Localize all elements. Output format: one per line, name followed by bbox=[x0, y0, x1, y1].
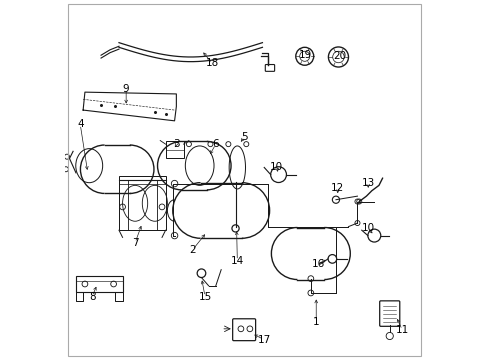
Ellipse shape bbox=[271, 228, 323, 279]
Text: 3: 3 bbox=[173, 139, 179, 149]
Text: 1: 1 bbox=[312, 317, 319, 327]
Bar bbox=[200, 183, 241, 238]
Bar bbox=[165, 140, 183, 158]
Text: 9: 9 bbox=[122, 84, 129, 94]
Bar bbox=[76, 276, 122, 292]
Ellipse shape bbox=[80, 145, 128, 193]
Text: 6: 6 bbox=[212, 139, 219, 149]
Text: 10: 10 bbox=[270, 162, 283, 172]
Text: 12: 12 bbox=[330, 183, 344, 193]
Text: 19: 19 bbox=[298, 50, 311, 60]
Text: 16: 16 bbox=[311, 258, 324, 269]
Text: 14: 14 bbox=[230, 256, 244, 266]
Ellipse shape bbox=[172, 183, 228, 238]
Text: 7: 7 bbox=[132, 238, 138, 248]
Text: 4: 4 bbox=[77, 120, 83, 129]
Text: 10: 10 bbox=[361, 224, 374, 233]
Ellipse shape bbox=[105, 145, 154, 193]
Bar bbox=[297, 228, 324, 279]
Bar bbox=[182, 141, 206, 190]
Text: 20: 20 bbox=[332, 51, 346, 61]
Bar bbox=[119, 176, 165, 230]
Text: 11: 11 bbox=[395, 325, 408, 335]
Text: 17: 17 bbox=[257, 334, 270, 345]
Bar bbox=[104, 145, 129, 193]
Text: 13: 13 bbox=[361, 177, 374, 188]
Text: 15: 15 bbox=[198, 292, 211, 302]
Text: 8: 8 bbox=[89, 292, 95, 302]
Text: 5: 5 bbox=[241, 132, 247, 142]
Ellipse shape bbox=[298, 228, 349, 279]
Ellipse shape bbox=[214, 183, 269, 238]
Ellipse shape bbox=[157, 141, 205, 190]
Ellipse shape bbox=[182, 141, 230, 190]
Polygon shape bbox=[83, 92, 176, 121]
Text: 18: 18 bbox=[205, 58, 219, 68]
Text: 2: 2 bbox=[189, 245, 195, 255]
